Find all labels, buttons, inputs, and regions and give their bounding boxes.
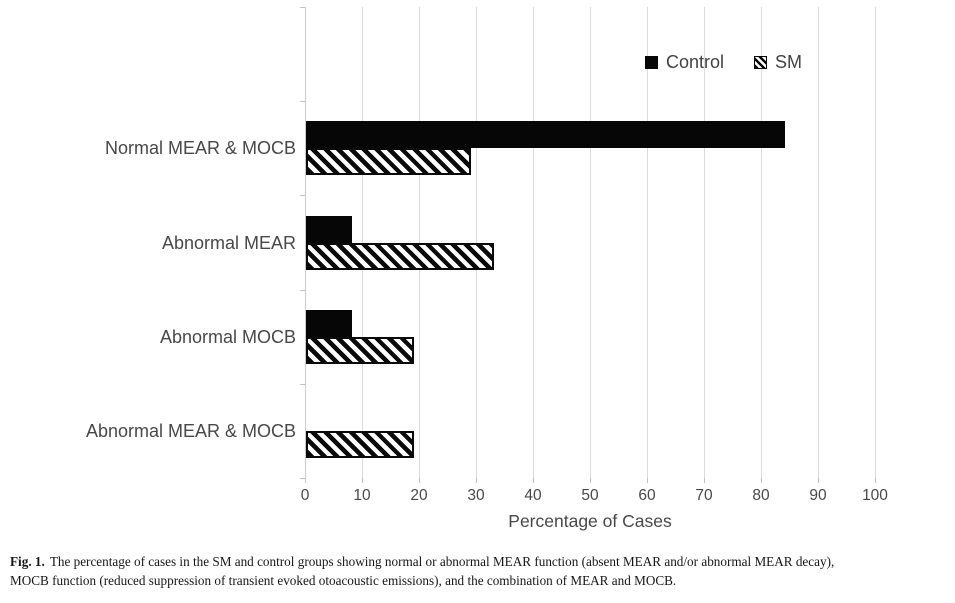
y-axis-tick-mark [300,289,305,291]
x-tick-mark [761,478,762,483]
legend-item-sm: SM [754,52,802,73]
legend-label-sm: SM [775,52,803,72]
x-tick-label: 0 [300,487,310,504]
y-axis-tick-mark [300,478,305,479]
gridline [875,7,876,478]
gridline [647,7,648,478]
gridline [704,7,705,478]
bar-control-1 [306,215,352,243]
sm-hatch-swatch-icon [754,56,768,69]
x-tick-label: 80 [752,487,770,504]
x-tick-mark [362,478,363,483]
y-axis-tick-mark [300,383,305,385]
x-tick-label: 70 [695,487,713,504]
bar-sm-2 [306,336,415,364]
gridline [761,7,762,478]
bar-sm-1 [306,242,495,270]
legend-label-control: Control [666,52,725,72]
x-tick-label: 50 [581,487,599,504]
x-tick-mark [875,478,876,483]
x-tick-mark [590,478,591,483]
x-tick-label: 100 [862,487,888,504]
x-tick-mark [419,478,420,483]
y-axis-tick-mark [300,7,305,8]
chart-legend: Control SM [645,52,802,73]
y-axis-tick-mark [300,101,305,103]
chart-plot-area: 0 10 20 30 40 50 60 70 80 90 100 Normal MEAR & MOCB… [85,7,888,504]
x-tick-label: 60 [638,487,656,504]
x-axis-title: Percentage of Cases [508,511,672,531]
x-tick-mark [647,478,648,483]
x-tick-label: 20 [410,487,428,504]
x-tick-mark [704,478,705,483]
x-tick-mark [818,478,819,483]
bar-sm-0 [306,148,472,176]
figure-caption-line2: MOCB function (reduced suppression of tr… [10,573,677,588]
figure-caption: Fig. 1. The percentage of cases in the SM… [10,552,951,590]
x-tick-label: 10 [353,487,371,504]
category-label: Normal MEAR & MOCB [104,138,296,159]
figure-caption-line1: The percentage of cases in the SM and co… [49,554,835,569]
category-label: Abnormal MOCB [159,326,296,347]
figure-caption-label: Fig. 1. [10,554,45,569]
bar-control-0 [306,121,785,149]
y-axis-line [305,7,306,483]
bar-sm-3 [306,430,415,458]
x-tick-mark [533,478,534,483]
gridline [533,7,534,478]
x-tick-label: 30 [467,487,485,504]
x-tick-label: 40 [524,487,542,504]
bar-control-2 [306,309,352,337]
control-solid-swatch-icon [645,56,658,69]
category-label: Abnormal MEAR [161,232,296,253]
gridline [590,7,591,478]
y-axis-tick-mark [300,195,305,197]
category-label: Abnormal MEAR & MOCB [85,420,296,441]
gridline [818,7,819,478]
x-tick-mark [476,478,477,483]
x-tick-label: 90 [809,487,827,504]
legend-item-control: Control [645,52,724,73]
